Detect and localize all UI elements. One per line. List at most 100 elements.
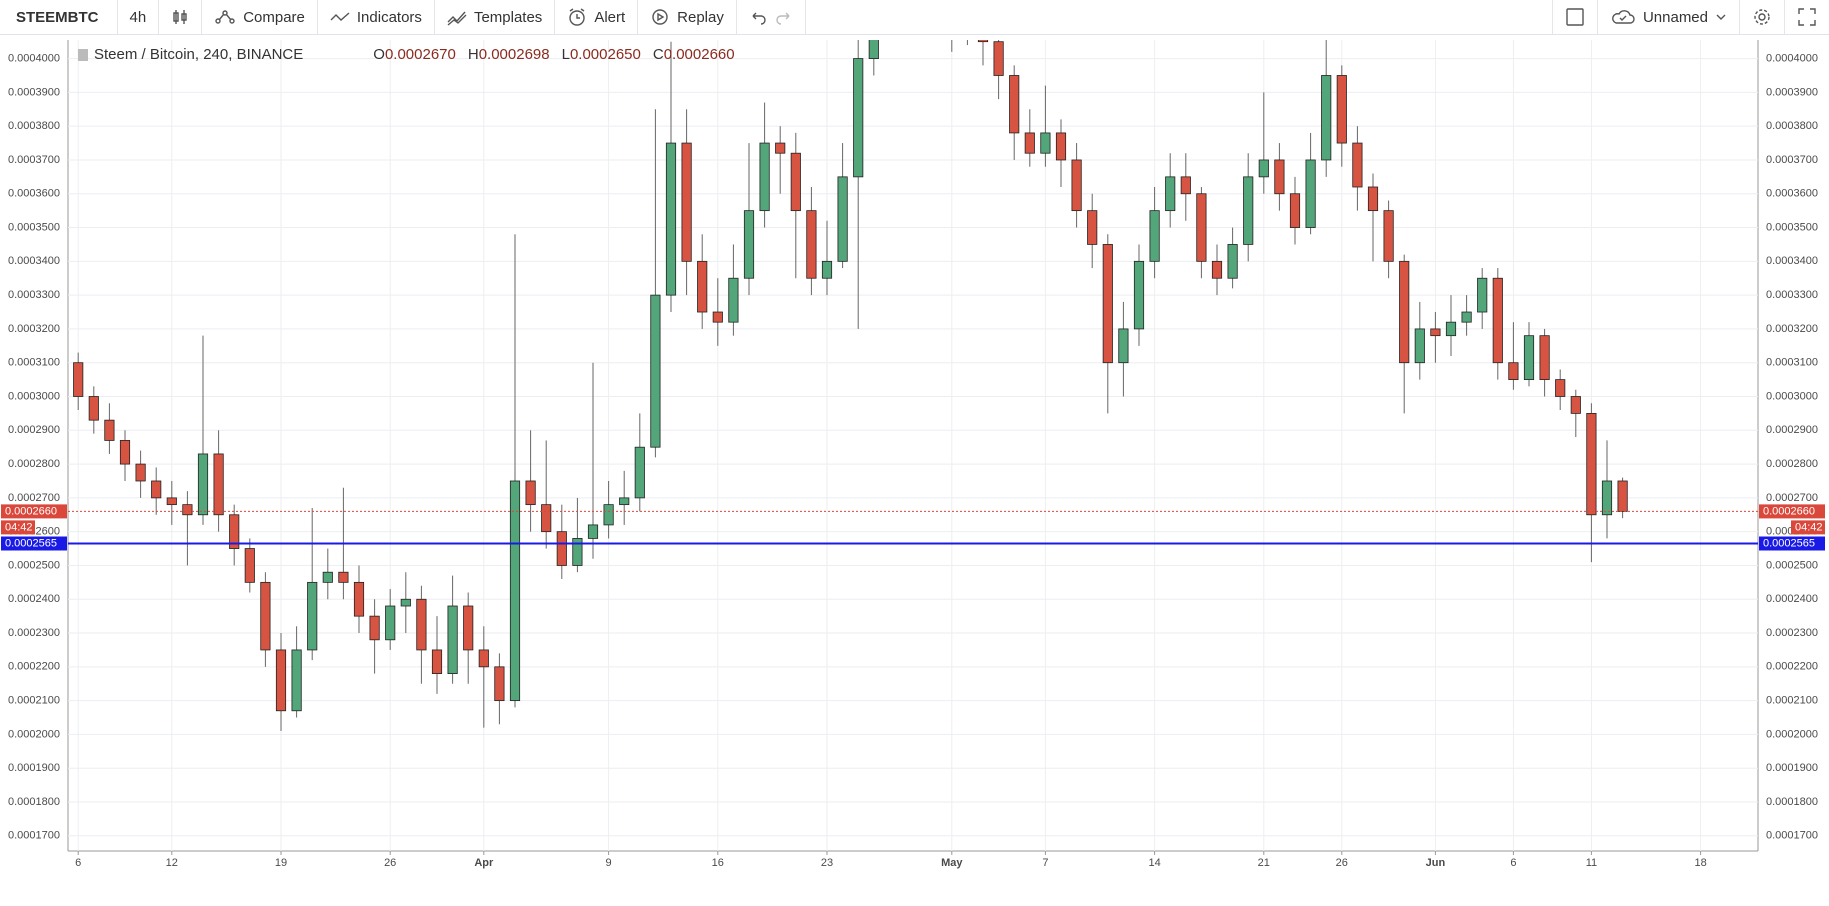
y-tick-label-right: 0.0002300	[1766, 627, 1818, 639]
replay-button[interactable]: Replay	[638, 0, 737, 34]
y-tick-label: 0.0002200	[8, 661, 60, 673]
y-tick-label: 0.0002800	[8, 458, 60, 470]
layout-menu[interactable]: Unnamed	[1598, 0, 1740, 34]
expand-button[interactable]	[1785, 0, 1829, 34]
candle-body	[1336, 75, 1347, 144]
candle-body	[1601, 480, 1613, 516]
y-tick-label: 0.0003500	[8, 221, 60, 233]
candles	[73, 40, 1628, 732]
symbol[interactable]: STEEMBTC	[0, 0, 118, 34]
candle-body	[1305, 159, 1316, 228]
candle-body	[790, 152, 801, 212]
ohlc-key: L	[562, 46, 570, 63]
undo-redo[interactable]	[737, 0, 806, 34]
x-tick-label: 21	[1258, 857, 1270, 869]
candle-body	[821, 260, 833, 279]
candle-body	[431, 649, 443, 674]
candle-body	[447, 605, 458, 674]
ohlc-value: 0.0002698	[479, 46, 550, 63]
candle-body	[322, 571, 333, 583]
y-tick-label-right: 0.0002400	[1766, 593, 1818, 605]
candle-body	[1102, 244, 1113, 364]
candle-body	[1399, 260, 1410, 364]
chart-legend: Steem / Bitcoin, 240, BINANCE O0.0002670 H…	[94, 46, 735, 63]
x-tick-label: Apr	[474, 857, 494, 869]
candle-body	[743, 210, 755, 279]
y-tick-label: 0.0003100	[8, 357, 60, 369]
candle-body	[759, 142, 770, 212]
x-tick-label: 6	[75, 857, 81, 869]
candle-body	[1211, 260, 1223, 279]
candle-body	[1492, 277, 1503, 364]
chart-style-button[interactable]	[159, 0, 203, 34]
candle-body	[1352, 142, 1363, 188]
price-label-left: 0.0002565	[5, 537, 57, 549]
candle-body	[338, 571, 349, 583]
y-tick-label-right: 0.0003300	[1766, 289, 1818, 301]
countdown-left: 04:42	[5, 521, 33, 533]
candle-body	[494, 666, 505, 702]
templates-button[interactable]: Templates	[435, 0, 556, 34]
fullscreen-toggle[interactable]	[1551, 0, 1598, 34]
candle-body	[1180, 176, 1191, 195]
y-tick-label-right: 0.0003700	[1766, 154, 1818, 166]
candle-body	[1024, 132, 1035, 154]
candle-body	[634, 446, 645, 499]
candle-body	[556, 531, 567, 566]
y-tick-label: 0.0003400	[8, 255, 60, 267]
indicators-button[interactable]: Indicators	[318, 0, 435, 34]
candle-body	[73, 362, 84, 397]
candle-body	[1430, 328, 1441, 337]
candle-body	[1414, 328, 1425, 364]
candle-body	[1258, 159, 1269, 178]
x-tick-label: 9	[606, 857, 612, 869]
compare-label: Compare	[243, 8, 305, 26]
candle-body	[603, 504, 614, 526]
templates-label: Templates	[473, 8, 543, 26]
y-tick-label-right: 0.0003900	[1766, 86, 1818, 98]
ohlc-value: 0.0002670	[385, 46, 456, 63]
compare-button[interactable]: Compare	[202, 0, 318, 34]
candle-body	[1243, 176, 1254, 245]
y-tick-label-right: 0.0003200	[1766, 323, 1818, 335]
alert-button[interactable]: Alert	[555, 0, 639, 34]
indicators-label: Indicators	[356, 8, 422, 26]
y-tick-label: 0.0003600	[8, 188, 60, 200]
candle-body	[837, 176, 848, 262]
overlay: 0.0002565 0.0002565 0.0002660 04:42 0.000266…	[1, 46, 1825, 551]
candle-body	[1274, 159, 1285, 195]
candle-body	[1321, 75, 1332, 161]
settings-button[interactable]	[1740, 0, 1785, 34]
price-label-right: 0.0002565	[1763, 537, 1815, 549]
y-tick-label: 0.0002000	[8, 728, 60, 740]
candle-body	[385, 605, 396, 641]
candle-body	[1508, 362, 1519, 381]
candle-body	[650, 294, 661, 448]
candle-body	[1040, 132, 1051, 154]
y-tick-label-right: 0.0002200	[1766, 661, 1818, 673]
candle-body	[728, 277, 739, 323]
y-tick-label-right: 0.0003800	[1766, 120, 1818, 132]
candle-body	[868, 40, 879, 59]
candle-body	[1461, 311, 1472, 323]
candle-body	[993, 41, 1004, 76]
y-tick-label: 0.0002300	[8, 627, 60, 639]
candle-body	[587, 524, 599, 539]
ohlc-value: 0.0002660	[664, 46, 735, 63]
countdown-right: 04:42	[1795, 521, 1823, 533]
candle-body	[1087, 210, 1098, 245]
candle-body	[681, 142, 692, 262]
candle-body	[229, 514, 240, 549]
x-tick-label: 19	[275, 857, 287, 869]
y-tick-label-right: 0.0003100	[1766, 357, 1818, 369]
candle-body	[244, 548, 255, 583]
y-tick-label: 0.0001900	[8, 762, 60, 774]
candle-body	[135, 463, 146, 482]
replay-label: Replay	[677, 8, 724, 26]
legend-icon	[78, 49, 88, 61]
alert-label: Alert	[594, 8, 626, 26]
candle-body	[1586, 412, 1597, 516]
interval[interactable]: 4h	[118, 0, 160, 34]
candle-body	[541, 504, 552, 533]
candle-body	[619, 497, 630, 506]
